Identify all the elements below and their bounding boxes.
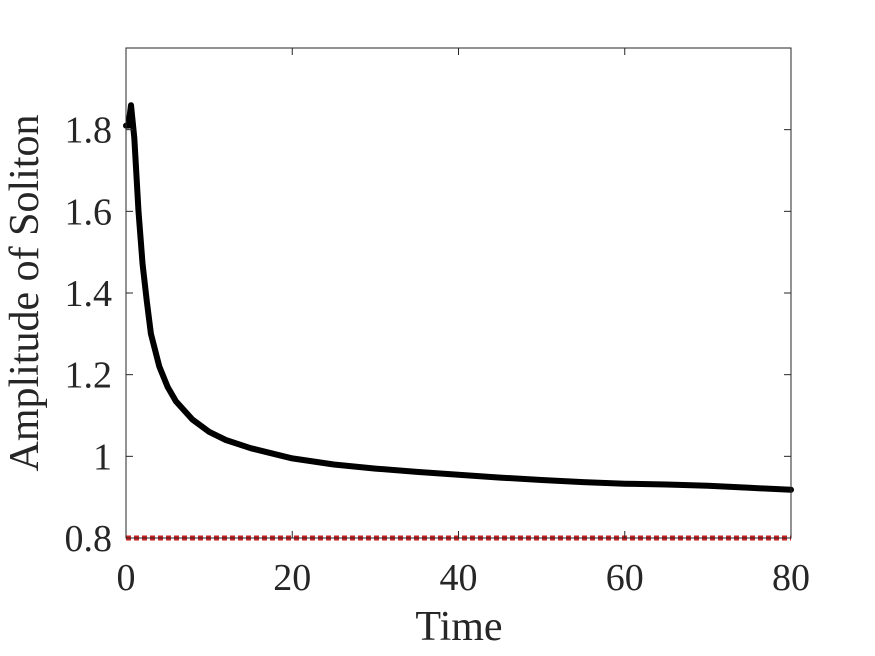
y-tick-label: 0.8 — [65, 518, 113, 560]
y-tick-label: 1.6 — [65, 191, 113, 233]
y-tick-label: 1.8 — [65, 110, 113, 152]
y-tick-label: 1 — [93, 436, 112, 478]
amplitude-curve — [123, 102, 794, 493]
x-tick-label: 40 — [440, 557, 478, 599]
x-tick-label: 80 — [772, 557, 810, 599]
plot-area — [126, 48, 791, 538]
y-tick-label: 1.2 — [65, 355, 113, 397]
x-tick-label: 20 — [273, 557, 311, 599]
tick-layer: 0 20 40 60 80 0.8 1 1.2 1.4 1.6 1.8 — [65, 48, 810, 599]
y-tick-label: 1.4 — [65, 273, 113, 315]
x-axis-label: Time — [415, 604, 502, 650]
x-tick-label: 0 — [117, 557, 136, 599]
y-axis-label: Amplitude of Soliton — [2, 115, 48, 472]
x-tick-label: 60 — [606, 557, 644, 599]
